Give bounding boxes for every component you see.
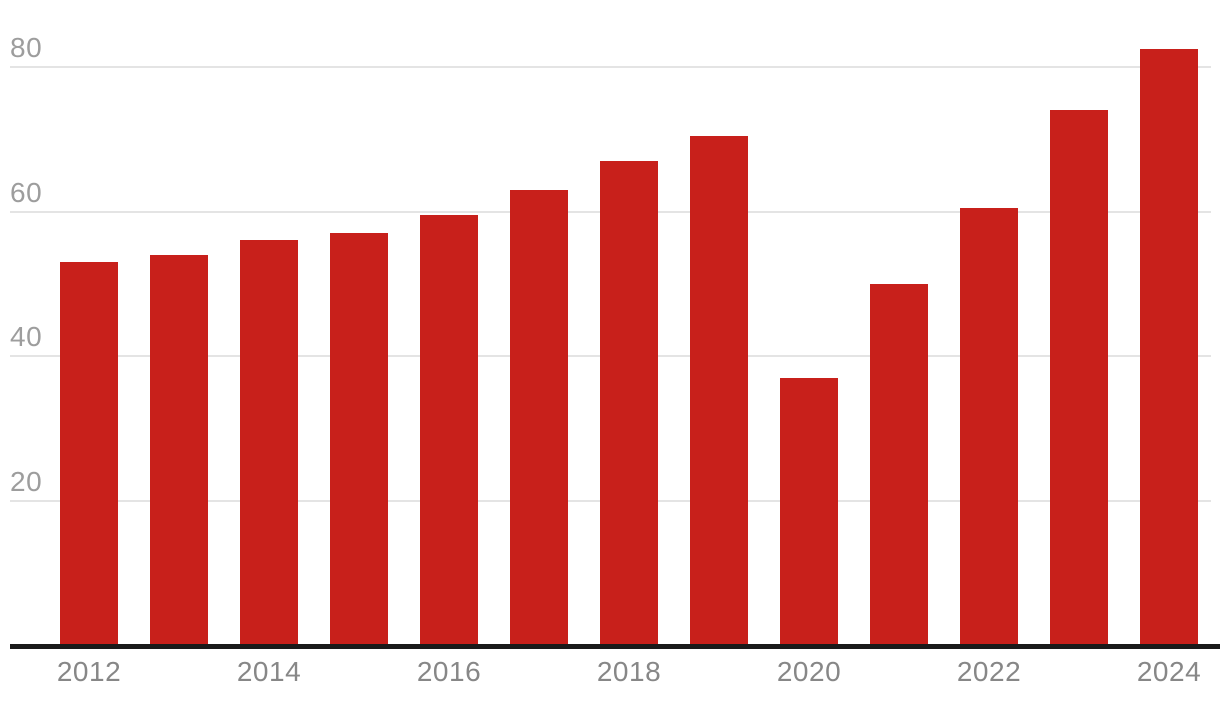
bar-2015 [330, 233, 388, 645]
bar-2022 [960, 207, 1018, 645]
x-tick-label-2024: 2024 [1136, 656, 1202, 687]
bar-2014 [240, 240, 298, 645]
bar-2013 [150, 254, 208, 645]
y-tick-label-80: 80 [10, 32, 43, 63]
x-tick-label-2018: 2018 [596, 656, 662, 687]
y-tick-label-20: 20 [10, 465, 43, 497]
bar-2020 [780, 377, 838, 645]
x-tick-label-2020: 2020 [776, 656, 842, 687]
x-axis-line [10, 644, 1220, 649]
bar-2023 [1050, 110, 1108, 645]
bar-2021 [870, 283, 928, 645]
x-tick-label-2022: 2022 [956, 656, 1022, 687]
bar-2018 [600, 160, 658, 645]
y-tick-label-40: 40 [10, 321, 43, 352]
bar-2012 [60, 262, 118, 645]
x-tick-label-2014: 2014 [236, 656, 302, 687]
gridline-80 [10, 66, 1211, 68]
bar-2019 [690, 135, 748, 645]
bar-2024 [1140, 48, 1198, 645]
y-tick-label-60: 60 [10, 176, 43, 208]
x-tick-label-2012: 2012 [56, 656, 122, 687]
x-tick-label-2016: 2016 [416, 656, 482, 687]
bar-2017 [510, 189, 568, 645]
bar-2016 [420, 215, 478, 645]
